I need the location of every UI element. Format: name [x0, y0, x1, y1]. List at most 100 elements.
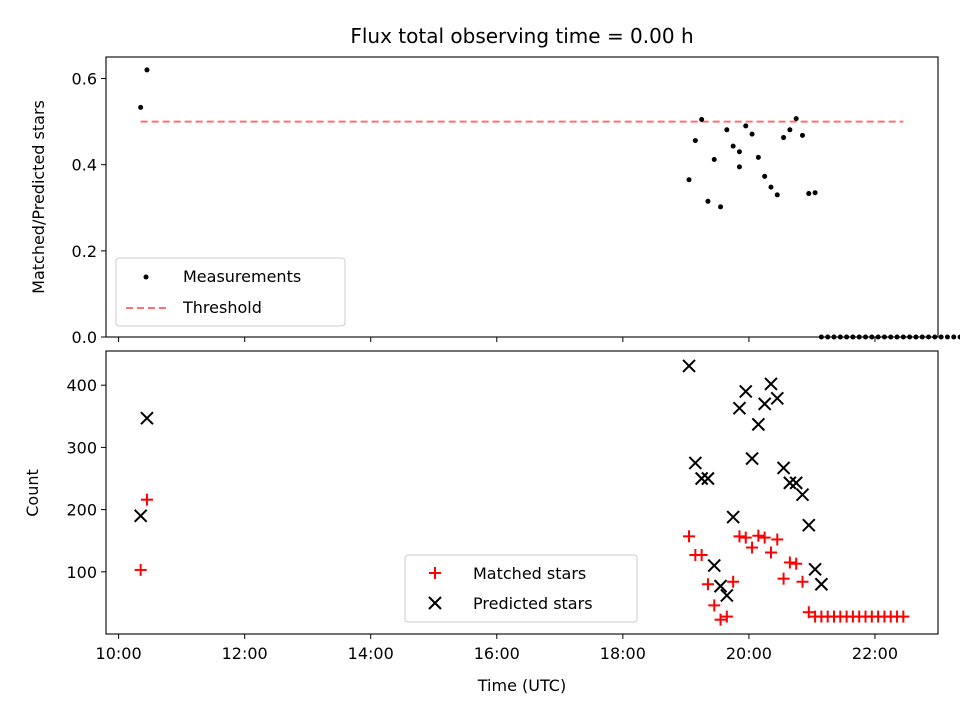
- bottom-y-tick-label-3: 400: [66, 376, 97, 395]
- matched-star-point-16: [771, 533, 784, 546]
- measurement-point-4: [699, 116, 705, 122]
- predicted-star-point-18: [783, 476, 797, 490]
- predicted-star-point-4: [694, 471, 709, 486]
- top-legend: Measurements Threshold: [115, 257, 346, 327]
- matched-star-point-11: [739, 531, 752, 544]
- predicted-star-point-6: [707, 558, 721, 573]
- bottom-panel: 100 200 300 400 10:00 12:00 14:00 16:00 18:00 20:…: [23, 350, 939, 695]
- predicted-star-point-23: [814, 577, 829, 591]
- measurement-point-11: [736, 164, 742, 170]
- predicted-star-point-10: [732, 401, 747, 415]
- matched-star-point-18: [783, 556, 796, 569]
- matched-star-point-4: [695, 549, 708, 562]
- matched-star-point-9: [727, 575, 740, 588]
- matched-star-point-1: [140, 493, 153, 506]
- top-y-tick-label-1: 0.2: [72, 242, 97, 261]
- predicted-star-point-7: [713, 579, 728, 593]
- x-tick-label-2: 14:00: [348, 644, 394, 663]
- measurement-point-46: [957, 334, 960, 340]
- measurement-point-19: [787, 127, 793, 133]
- measurement-point-8: [724, 127, 730, 133]
- measurement-point-44: [944, 334, 950, 340]
- predicted-star-point-14: [757, 397, 772, 411]
- matched-star-point-0: [134, 563, 147, 576]
- x-tick-label-6: 22:00: [852, 644, 898, 663]
- legend-measurements-label: Measurements: [183, 267, 301, 286]
- predicted-star-point-8: [720, 588, 734, 603]
- predicted-star-point-2: [682, 359, 696, 373]
- measurement-point-2: [686, 177, 692, 183]
- bottom-marks: [133, 359, 910, 626]
- legend-matched-label: Matched stars: [473, 564, 586, 583]
- measurement-point-1: [144, 67, 150, 73]
- top-y-tick-label-3: 0.6: [72, 70, 97, 89]
- matched-star-point-13: [752, 529, 765, 542]
- predicted-star-point-15: [764, 377, 778, 391]
- measurement-point-45: [951, 334, 957, 340]
- predicted-star-point-9: [726, 510, 740, 524]
- x-axis-label: Time (UTC): [477, 676, 566, 695]
- measurement-point-13: [749, 131, 755, 137]
- top-y-tick-label-2: 0.4: [72, 156, 97, 175]
- predicted-star-point-20: [795, 487, 810, 502]
- matched-star-point-36: [897, 610, 910, 623]
- matched-star-point-20: [796, 575, 809, 588]
- bottom-y-tick-label-1: 200: [66, 501, 97, 520]
- x-tick-label-3: 16:00: [474, 644, 520, 663]
- chart-title: Flux total observing time = 0.00 h: [350, 24, 693, 48]
- bottom-axes-frame: [105, 350, 939, 635]
- predicted-star-point-3: [688, 456, 703, 470]
- matched-star-point-21: [802, 606, 815, 619]
- top-ticks: 0.0 0.2 0.4 0.6: [72, 70, 876, 347]
- x-tick-label-4: 18:00: [600, 644, 646, 663]
- top-y-tick-label-0: 0.0: [72, 328, 97, 347]
- predicted-star-point-22: [808, 562, 822, 577]
- bottom-y-tick-label-2: 300: [66, 438, 97, 457]
- measurement-point-17: [774, 192, 780, 198]
- predicted-star-point-11: [739, 384, 753, 399]
- measurement-point-6: [711, 157, 717, 163]
- legend-predicted-label: Predicted stars: [473, 594, 593, 613]
- top-panel: 0.0 0.2 0.4 0.6 Matched/Predicted stars Mea…: [29, 56, 960, 347]
- measurement-point-0: [138, 104, 144, 110]
- measurement-point-3: [692, 138, 698, 144]
- predicted-star-point-21: [802, 518, 816, 532]
- matched-star-point-14: [758, 531, 771, 544]
- bottom-legend: Matched stars Predicted stars: [404, 554, 638, 623]
- legend-matched-marker: [429, 567, 441, 579]
- matched-star-point-6: [708, 599, 721, 612]
- legend-predicted-marker: [428, 596, 442, 610]
- predicted-star-point-19: [789, 476, 803, 490]
- top-axes-frame: [105, 56, 939, 338]
- bottom-ticks: 100 200 300 400 10:00 12:00 14:00 16:00 18:00 20:…: [66, 376, 898, 663]
- measurement-point-43: [938, 334, 944, 340]
- matched-star-point-10: [733, 530, 746, 543]
- predicted-star-point-13: [751, 417, 766, 432]
- bottom-y-axis-label: Count: [23, 469, 42, 517]
- measurement-point-22: [806, 191, 812, 197]
- matched-star-point-5: [701, 578, 714, 591]
- measurement-point-5: [705, 198, 711, 204]
- predicted-star-point-17: [776, 461, 791, 475]
- predicted-star-point-12: [745, 451, 759, 466]
- matched-star-point-2: [683, 530, 696, 543]
- matched-star-point-8: [720, 610, 733, 623]
- top-legend-box: [115, 257, 346, 327]
- measurement-point-9: [730, 143, 736, 149]
- measurement-point-21: [799, 132, 805, 138]
- matched-star-point-19: [790, 557, 803, 570]
- measurement-point-16: [768, 184, 774, 190]
- measurement-point-23: [812, 190, 818, 196]
- measurement-point-12: [743, 123, 749, 129]
- measurement-point-18: [781, 135, 787, 141]
- x-tick-label-0: 10:00: [96, 644, 142, 663]
- bottom-y-tick-label-0: 100: [66, 563, 97, 582]
- top-y-axis-label: Matched/Predicted stars: [29, 100, 48, 294]
- x-tick-label-5: 20:00: [726, 644, 772, 663]
- measurement-point-15: [762, 173, 768, 179]
- measurement-point-7: [718, 204, 724, 210]
- measurement-point-14: [755, 154, 761, 160]
- x-tick-label-1: 12:00: [222, 644, 268, 663]
- matched-star-point-17: [777, 572, 790, 585]
